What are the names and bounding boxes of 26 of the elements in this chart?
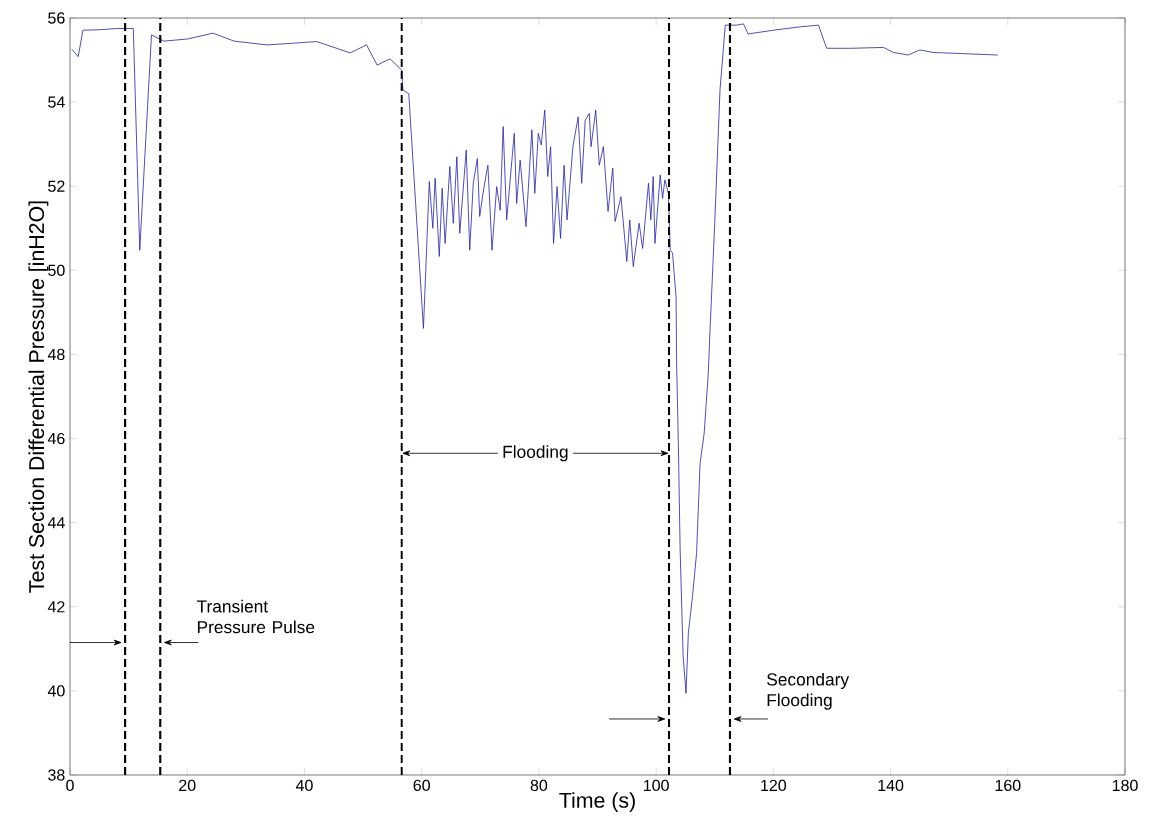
x-axis-title: Time (s) [559,792,635,813]
x-tick-label: 160 [995,779,1021,792]
ref-line-label: Transient Pressure Pulse [196,599,315,634]
y-tick-label: 54 [48,96,65,108]
y-tick-label: 44 [47,517,65,529]
x-tick-label: 60 [413,779,430,792]
y-tick-label: 56 [48,12,65,24]
y-tick-label: 42 [47,601,65,613]
y-tick-label: 48 [47,348,65,361]
y-tick-label: 46 [47,432,65,445]
ref-line-label: Flooding [503,445,568,462]
x-tick-label: 40 [295,779,313,792]
line-series [71,23,999,694]
x-tick-label: 80 [530,779,548,792]
y-tick-label: 38 [48,769,65,781]
x-tick-label: 100 [643,779,669,792]
x-tick-label: 120 [761,779,787,792]
x-tick-label: 140 [878,779,904,792]
y-axis-title: Test Section Differential Pressure [inH2O] [28,201,49,593]
x-tick-label: 0 [66,779,74,792]
y-tick-label: 40 [47,685,65,697]
x-tick-label: 180 [1112,779,1138,792]
ref-line-label: Secondary Flooding [767,672,850,710]
y-tick-label: 52 [48,180,65,192]
y-tick-label: 50 [48,264,65,276]
x-tick-label: 20 [179,779,196,792]
